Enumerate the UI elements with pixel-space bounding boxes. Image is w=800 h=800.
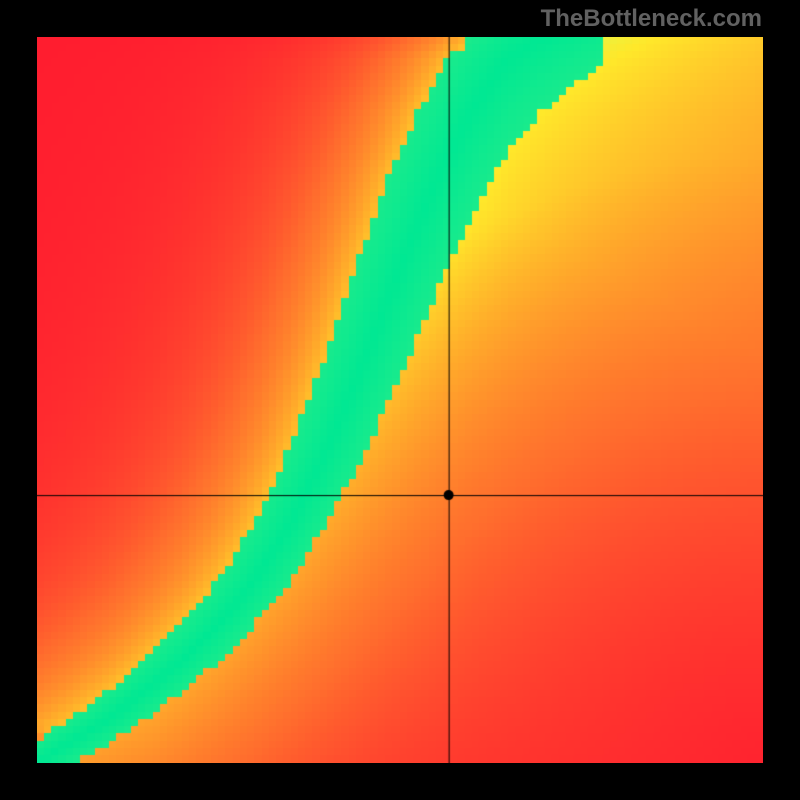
heatmap-canvas (37, 37, 763, 763)
heatmap-plot (37, 37, 763, 763)
watermark-text: TheBottleneck.com (541, 5, 762, 33)
chart-container: TheBottleneck.com (0, 0, 800, 800)
